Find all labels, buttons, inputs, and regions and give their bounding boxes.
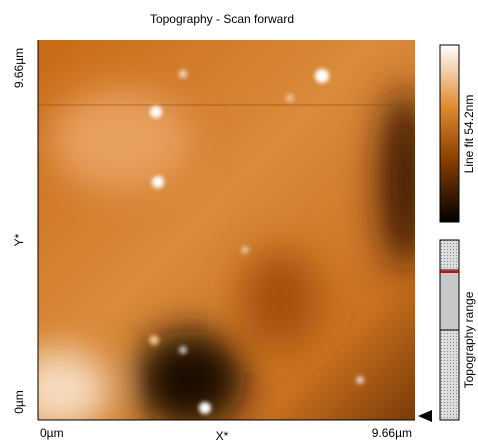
- x-axis-label: X*: [216, 429, 229, 443]
- range-bar-label: Topography range: [462, 291, 476, 388]
- topography-image: [38, 40, 415, 420]
- colorbar-label: Line fit 54.2nm: [462, 95, 476, 174]
- x-end-label: 9.66µm: [372, 426, 412, 440]
- y-axis-label: Y*: [12, 233, 26, 246]
- range-bar: [439, 239, 460, 421]
- title: Topography - Scan forward: [150, 12, 294, 26]
- y-end-label: 9.66µm: [12, 48, 26, 88]
- range-marker[interactable]: [418, 410, 432, 422]
- colorbar: [439, 44, 460, 223]
- y-start-label: 0µm: [12, 390, 26, 414]
- x-start-label: 0µm: [40, 426, 64, 440]
